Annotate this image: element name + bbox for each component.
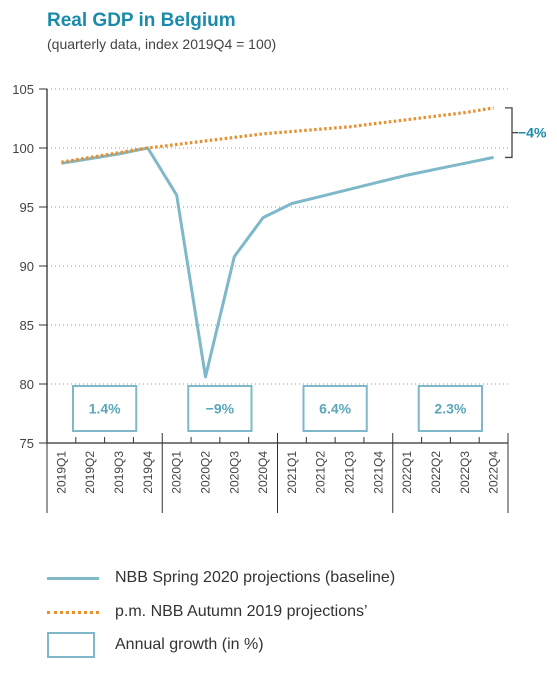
x-tick-label: 2019Q4 xyxy=(141,451,155,494)
series-autumn-2019 xyxy=(61,106,494,164)
growth-label: 2.3% xyxy=(434,401,466,417)
legend-swatch-line xyxy=(47,576,99,580)
series-lines xyxy=(61,106,494,379)
y-tick-labels: 105 100 95 90 85 80 75 xyxy=(12,82,34,451)
legend-swatch-dots xyxy=(47,610,99,614)
growth-box xyxy=(302,385,368,432)
growth-box xyxy=(187,385,253,432)
y-tick-label: 95 xyxy=(20,200,34,215)
gap-bracket xyxy=(505,107,513,159)
series-spring-2020 xyxy=(61,146,494,379)
x-tick-label: 2020Q2 xyxy=(198,451,212,494)
gap-annotation: −4% xyxy=(505,107,547,159)
y-tick-label: 90 xyxy=(20,259,34,274)
x-tick-label: 2022Q3 xyxy=(458,451,472,494)
x-tick-labels: 2019Q1 2019Q2 2019Q3 2019Q4 2020Q1 2020Q2 2020… xyxy=(54,451,500,494)
growth-label: −9% xyxy=(206,401,235,417)
x-tick-label: 2019Q3 xyxy=(112,451,126,494)
legend-item-baseline: NBB Spring 2020 projections (baseline) xyxy=(47,563,395,593)
x-tick-label: 2021Q1 xyxy=(285,451,299,494)
gap-label: −4% xyxy=(518,125,547,141)
chart-subtitle: (quarterly data, index 2019Q4 = 100) xyxy=(47,36,277,52)
legend-label: p.m. NBB Autumn 2019 projections’ xyxy=(115,603,368,620)
y-tick-label: 105 xyxy=(12,82,34,97)
x-tick-label: 2019Q2 xyxy=(83,451,97,494)
legend-label: NBB Spring 2020 projections (baseline) xyxy=(115,569,396,586)
growth-label: 1.4% xyxy=(89,401,121,417)
growth-box xyxy=(72,385,138,432)
x-tick-label: 2022Q1 xyxy=(400,451,414,494)
x-tick-label: 2020Q4 xyxy=(256,451,270,494)
x-tick-label: 2019Q1 xyxy=(54,451,68,494)
y-tick-label: 75 xyxy=(20,436,34,451)
growth-label: 6.4% xyxy=(319,401,351,417)
x-tick-label: 2020Q3 xyxy=(227,451,241,494)
legend-label: Annual growth (in %) xyxy=(115,636,264,653)
y-tick-label: 85 xyxy=(20,318,34,333)
annual-growth-boxes: 1.4% −9% 6.4% 2.3% xyxy=(72,385,483,432)
y-tick-label: 100 xyxy=(12,141,34,156)
x-tick-label: 2021Q2 xyxy=(314,451,328,494)
x-tick-label: 2022Q4 xyxy=(487,451,501,494)
legend-item-growth: Annual growth (in %) xyxy=(47,630,264,660)
x-tick-label: 2022Q2 xyxy=(429,451,443,494)
axes xyxy=(39,88,509,513)
y-tick-label: 80 xyxy=(20,377,34,392)
x-tick-label: 2021Q4 xyxy=(371,451,385,494)
legend-item-autumn: p.m. NBB Autumn 2019 projections’ xyxy=(47,597,368,627)
legend-swatch-box xyxy=(47,632,95,658)
growth-box xyxy=(417,385,483,432)
grid-lines xyxy=(47,88,508,385)
chart-title: Real GDP in Belgium xyxy=(47,10,236,31)
x-tick-label: 2020Q1 xyxy=(170,451,184,494)
x-tick-label: 2021Q3 xyxy=(343,451,357,494)
